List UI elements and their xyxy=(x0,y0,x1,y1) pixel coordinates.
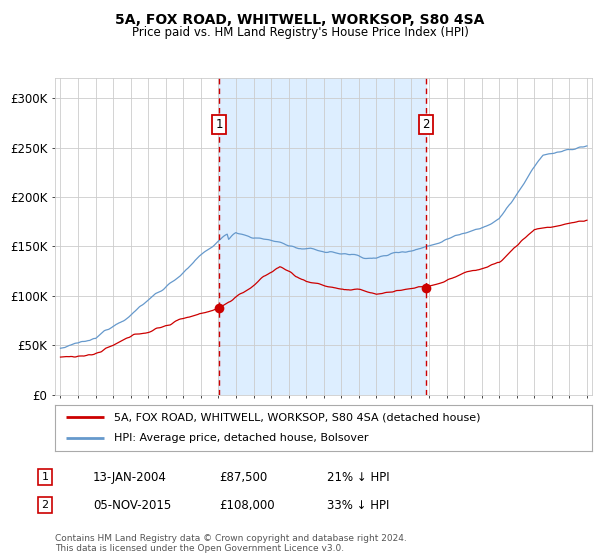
Text: Contains HM Land Registry data © Crown copyright and database right 2024.: Contains HM Land Registry data © Crown c… xyxy=(55,534,407,543)
Text: 1: 1 xyxy=(215,118,223,131)
Text: 05-NOV-2015: 05-NOV-2015 xyxy=(93,498,171,512)
Text: 2: 2 xyxy=(41,500,49,510)
Text: HPI: Average price, detached house, Bolsover: HPI: Average price, detached house, Bols… xyxy=(114,433,369,444)
Text: This data is licensed under the Open Government Licence v3.0.: This data is licensed under the Open Gov… xyxy=(55,544,344,553)
Text: 5A, FOX ROAD, WHITWELL, WORKSOP, S80 4SA (detached house): 5A, FOX ROAD, WHITWELL, WORKSOP, S80 4SA… xyxy=(114,412,481,422)
Text: Price paid vs. HM Land Registry's House Price Index (HPI): Price paid vs. HM Land Registry's House … xyxy=(131,26,469,39)
Text: 21% ↓ HPI: 21% ↓ HPI xyxy=(327,470,389,484)
Text: 33% ↓ HPI: 33% ↓ HPI xyxy=(327,498,389,512)
Text: 13-JAN-2004: 13-JAN-2004 xyxy=(93,470,167,484)
Text: £108,000: £108,000 xyxy=(219,498,275,512)
Text: 2: 2 xyxy=(422,118,430,131)
Text: £87,500: £87,500 xyxy=(219,470,267,484)
Bar xyxy=(219,78,426,395)
Text: 5A, FOX ROAD, WHITWELL, WORKSOP, S80 4SA: 5A, FOX ROAD, WHITWELL, WORKSOP, S80 4SA xyxy=(115,13,485,27)
Text: 1: 1 xyxy=(41,472,49,482)
